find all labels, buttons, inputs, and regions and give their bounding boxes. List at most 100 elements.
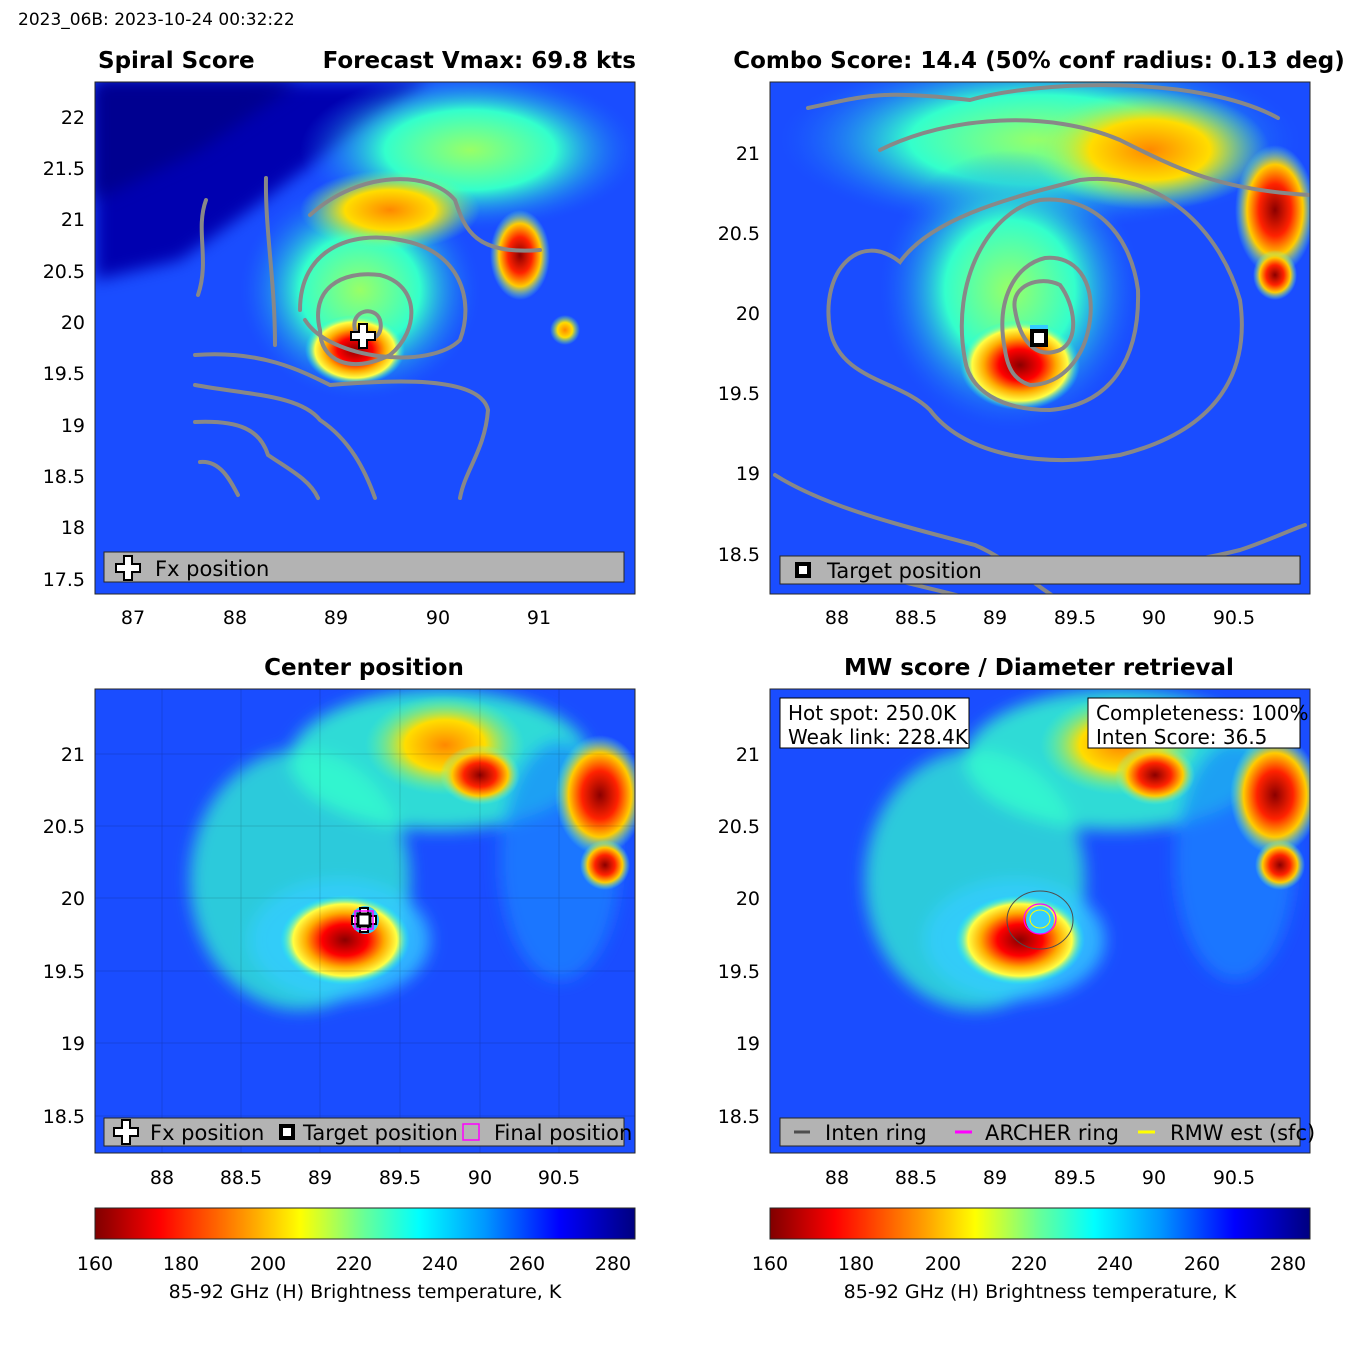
x-tick: 88	[150, 1167, 174, 1189]
target-position-icon	[279, 1124, 295, 1140]
panel3-grid	[95, 689, 635, 1153]
colorbar-label: 85-92 GHz (H) Brightness temperature, K	[169, 1281, 562, 1303]
panel1-title: Spiral Score	[98, 48, 255, 74]
inten-score-text: Inten Score: 36.5	[1096, 725, 1267, 749]
y-tick: 21.5	[43, 158, 85, 180]
final-position-icon	[462, 1123, 480, 1141]
y-tick: 18	[61, 517, 85, 539]
panel2-title: Combo Score: 14.4 (50% conf radius: 0.13…	[733, 48, 1345, 74]
y-tick: 21	[61, 209, 85, 231]
x-tick: 88.5	[220, 1167, 262, 1189]
x-tick: 89.5	[379, 1167, 421, 1189]
x-tick: 88	[825, 607, 849, 629]
y-tick: 19.5	[718, 961, 760, 983]
fx-position-marker	[350, 323, 376, 349]
y-tick: 19.5	[718, 383, 760, 405]
colorbar-tick: 180	[838, 1253, 874, 1275]
colorbar-label: 85-92 GHz (H) Brightness temperature, K	[844, 1281, 1237, 1303]
x-tick: 87	[121, 607, 145, 629]
legend-target-position-label: Target position	[302, 1121, 458, 1145]
panel-mw-score: MW score / Diameter retrieval	[718, 655, 1316, 1303]
panel4-x-ticks: 88 88.5 89 89.5 90 90.5	[825, 1167, 1255, 1189]
inten-ring	[1006, 890, 1074, 950]
panel1-vmax: Forecast Vmax: 69.8 kts	[323, 48, 636, 74]
y-tick: 21	[736, 744, 760, 766]
panel-combo-score: Combo Score: 14.4 (50% conf radius: 0.13…	[718, 48, 1345, 629]
x-tick: 89	[983, 607, 1007, 629]
completeness-box: Completeness: 100% Inten Score: 36.5	[1087, 697, 1308, 749]
x-tick: 91	[527, 607, 551, 629]
x-tick: 88	[825, 1167, 849, 1189]
fx-position-icon	[115, 555, 141, 581]
y-tick: 19	[61, 1033, 85, 1055]
y-tick: 21	[61, 744, 85, 766]
x-tick: 90.5	[538, 1167, 580, 1189]
y-tick: 20.5	[43, 816, 85, 838]
center-markers	[351, 907, 377, 933]
x-tick: 89	[983, 1167, 1007, 1189]
panel3-title: Center position	[264, 655, 464, 681]
y-tick: 20	[736, 303, 760, 325]
y-tick: 19	[61, 415, 85, 437]
colorbar-tick: 220	[336, 1253, 372, 1275]
x-tick: 89.5	[1054, 1167, 1096, 1189]
y-tick: 18.5	[43, 1106, 85, 1128]
x-tick: 88.5	[895, 1167, 937, 1189]
colorbar-tick: 200	[925, 1253, 961, 1275]
archer-ring	[1023, 903, 1057, 935]
y-tick: 19.5	[43, 961, 85, 983]
panel4-rings	[1006, 890, 1074, 950]
y-tick: 18.5	[43, 466, 85, 488]
panel2-x-ticks: 88 88.5 89 89.5 90 90.5	[825, 607, 1255, 629]
legend-rmw-label: RMW est (sfc)	[1170, 1121, 1315, 1145]
panel3-image	[95, 689, 635, 1153]
y-tick: 19.5	[43, 363, 85, 385]
y-tick: 20.5	[718, 816, 760, 838]
completeness-text: Completeness: 100%	[1096, 701, 1308, 725]
hot-spot-box: Hot spot: 250.0K Weak link: 228.4K	[779, 697, 970, 749]
legend-fx-position-label: Fx position	[155, 557, 269, 581]
colorbar-tick: 180	[163, 1253, 199, 1275]
y-tick: 20.5	[718, 223, 760, 245]
legend-final-position-label: Final position	[494, 1121, 632, 1145]
colorbar-tick: 240	[422, 1253, 458, 1275]
panel1-image	[95, 82, 635, 594]
legend-fx-position-label: Fx position	[150, 1121, 264, 1145]
y-tick: 19	[736, 463, 760, 485]
y-tick: 19	[736, 1033, 760, 1055]
x-tick: 88.5	[895, 607, 937, 629]
case-id-time: 2023_06B: 2023-10-24 00:32:22	[18, 10, 295, 30]
y-tick: 18.5	[718, 1106, 760, 1128]
colorbar-tick: 200	[250, 1253, 286, 1275]
x-tick: 90	[1142, 607, 1166, 629]
weak-link-text: Weak link: 228.4K	[788, 725, 969, 749]
x-tick: 89.5	[1054, 607, 1096, 629]
target-position-marker	[1030, 329, 1048, 347]
panel4-y-ticks: 21 20.5 20 19.5 19 18.5	[718, 744, 760, 1128]
hot-spot-text: Hot spot: 250.0K	[788, 701, 957, 725]
x-tick: 90	[426, 607, 450, 629]
panel4-image	[770, 689, 1310, 1153]
panel1-y-ticks: 22 21.5 21 20.5 20 19.5 19 18.5 18 17.5	[43, 107, 85, 591]
fx-position-icon	[113, 1119, 139, 1145]
panel4-legend: Inten ring ARCHER ring RMW est (sfc)	[779, 1117, 1315, 1147]
colorbar-tick: 220	[1011, 1253, 1047, 1275]
panel2-image	[770, 82, 1310, 594]
y-tick: 18.5	[718, 544, 760, 566]
panel3-x-ticks: 88 88.5 89 89.5 90 90.5	[150, 1167, 580, 1189]
x-tick: 90.5	[1213, 607, 1255, 629]
x-tick: 90.5	[1213, 1167, 1255, 1189]
x-tick: 88	[223, 607, 247, 629]
y-tick: 20	[61, 312, 85, 334]
panel-spiral-score: Spiral Score Forecast Vmax: 69.8 kts	[43, 48, 636, 629]
colorbar-tick: 260	[509, 1253, 545, 1275]
panel2-y-ticks: 21 20.5 20 19.5 19 18.5	[718, 143, 760, 566]
x-tick: 89	[308, 1167, 332, 1189]
legend-inten-ring-label: Inten ring	[825, 1121, 927, 1145]
panel3-colorbar: 160 180 200 220 240 260 280 85-92 GHz (H…	[77, 1207, 636, 1303]
panel1-contours	[193, 176, 542, 500]
colorbar-tick: 260	[1184, 1253, 1220, 1275]
x-tick: 90	[468, 1167, 492, 1189]
legend-archer-ring-label: ARCHER ring	[985, 1121, 1119, 1145]
